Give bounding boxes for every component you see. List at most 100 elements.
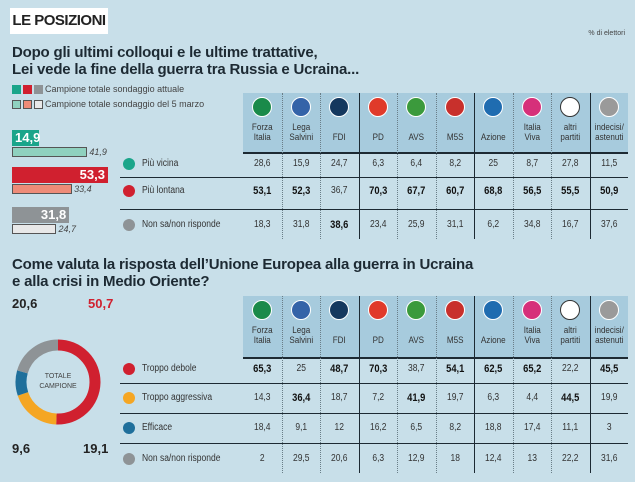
table-cell: 16,2	[369, 422, 387, 433]
legend-current: Campione totale sondaggio attuale	[12, 84, 184, 94]
table-cell: 18	[450, 453, 460, 464]
table-cell: 38,6	[330, 219, 349, 231]
table-cell: 8,2	[448, 422, 461, 433]
table-cell: 11,5	[600, 158, 617, 169]
party-logo-icon	[290, 300, 311, 320]
row-marker-icon	[123, 422, 135, 434]
column-divider	[474, 93, 475, 239]
table-cell: 4,4	[525, 392, 538, 403]
party-name-2: Salvini	[288, 335, 313, 346]
table-cell: 27,8	[561, 158, 579, 169]
current-value: 31,8	[40, 207, 67, 222]
party-logo-icon	[252, 300, 272, 320]
table-cell: 34,8	[523, 219, 541, 230]
table-cell: 3	[606, 422, 612, 433]
party-logo-icon	[329, 97, 349, 117]
table-cell: 55,5	[561, 185, 580, 197]
table-cell: 22,2	[561, 453, 579, 464]
table-cell: 24,7	[330, 158, 348, 169]
table-cell: 6,3	[487, 392, 500, 403]
table-cell: 60,7	[445, 185, 464, 197]
donut-slice	[56, 339, 101, 425]
table-cell: 22,2	[561, 363, 579, 374]
table-cell: 25,9	[407, 219, 425, 230]
party-name: M5S	[446, 132, 464, 143]
table-cell: 41,9	[407, 392, 426, 404]
column-divider	[281, 93, 283, 239]
party-name: AVS	[408, 132, 425, 143]
question-1-title: Dopo gli ultimi colloqui e le ultime tra…	[12, 44, 360, 78]
column-divider	[320, 93, 321, 239]
table-cell: 18,4	[253, 422, 271, 433]
table-cell: 18,8	[484, 422, 502, 433]
table-cell: 68,8	[484, 185, 503, 197]
party-logo-icon	[560, 97, 580, 117]
table-cell: 19,7	[446, 392, 464, 403]
column-divider	[512, 296, 514, 473]
party-name: Forza	[251, 325, 273, 336]
party-name-2: astenuti	[594, 335, 623, 346]
table-cell: 16,7	[561, 219, 579, 230]
party-name-2: partiti	[560, 335, 581, 346]
party-name: AVS	[408, 335, 425, 346]
table-cell: 9,1	[294, 422, 307, 433]
table-cell: 12,9	[407, 453, 425, 464]
legend-current-label: Campione totale sondaggio attuale	[45, 84, 185, 94]
party-logo-icon	[521, 97, 542, 117]
current-bar: 14,9	[12, 130, 40, 146]
donut-slice	[17, 391, 57, 425]
party-name-2: astenuti	[594, 132, 623, 143]
table-cell: 17,4	[523, 422, 541, 433]
party-name: altri	[563, 325, 577, 336]
column-divider	[474, 296, 475, 473]
table-cell: 56,5	[522, 185, 541, 197]
party-logo-icon	[329, 300, 349, 320]
row-divider	[120, 177, 628, 178]
march-bar	[12, 147, 88, 157]
row-divider	[120, 383, 628, 384]
party-name: Forza	[251, 122, 273, 133]
table-cell: 62,5	[484, 363, 503, 375]
row-marker-icon	[123, 363, 135, 375]
row-label: Non sa/non risponde	[142, 453, 221, 464]
table-cell: 8,2	[448, 158, 461, 169]
table-cell: 18,3	[253, 219, 271, 230]
party-name: Lega	[291, 122, 310, 133]
party-logo-icon	[598, 300, 619, 320]
donut-chart: TOTALE CAMPIONE	[15, 339, 101, 425]
party-logo-icon	[367, 97, 388, 117]
donut-value-label: 19,1	[83, 441, 109, 456]
table-cell: 31,1	[446, 219, 464, 230]
table-cell: 20,6	[330, 453, 348, 464]
party-logo-icon	[290, 97, 311, 117]
table-cell: 50,9	[599, 185, 618, 197]
party-name: M5S	[446, 335, 464, 346]
column-divider	[551, 296, 552, 473]
party-logo-icon	[444, 97, 465, 117]
column-divider	[358, 93, 360, 239]
row-divider	[120, 209, 628, 210]
table-cell: 6,4	[410, 158, 423, 169]
table-cell: 65,2	[522, 363, 541, 375]
column-divider	[551, 93, 552, 239]
table-cell: 11,1	[562, 422, 579, 433]
party-logo-icon	[483, 300, 503, 320]
table-cell: 8,7	[525, 158, 538, 169]
party-logo-icon	[444, 300, 465, 320]
row-label: Troppo aggressiva	[142, 392, 213, 403]
donut-slice	[17, 339, 59, 374]
party-name: altri	[563, 122, 577, 133]
party-name: Azione	[480, 132, 506, 143]
legend-march: Campione totale sondaggio del 5 marzo	[12, 99, 204, 109]
table-cell: 7,2	[371, 392, 384, 403]
party-logo-icon	[598, 97, 619, 117]
party-name: indecisi/	[594, 325, 624, 336]
column-divider	[358, 296, 360, 473]
table-cell: 38,7	[407, 363, 425, 374]
table-cell: 2	[259, 453, 265, 464]
party-logo-icon	[521, 300, 542, 320]
table-cell: 13	[527, 453, 537, 464]
column-divider	[589, 296, 591, 473]
column-divider	[397, 296, 398, 473]
table-cell: 36,4	[291, 392, 310, 404]
